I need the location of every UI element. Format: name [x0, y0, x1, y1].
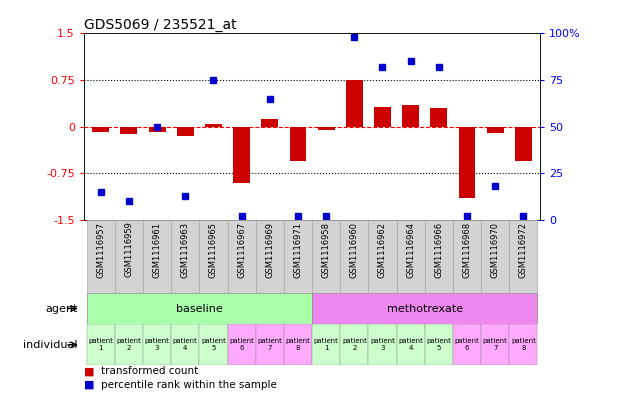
Text: methotrexate: methotrexate [387, 303, 463, 314]
Bar [148, 127, 166, 132]
Bar [368, 220, 397, 293]
Bar [515, 127, 532, 161]
Bar [227, 324, 256, 365]
Text: patient
6: patient 6 [229, 338, 254, 351]
Text: baseline: baseline [176, 303, 223, 314]
Text: GSM1116957: GSM1116957 [96, 222, 105, 277]
Bar [120, 127, 137, 134]
Bar [340, 324, 368, 365]
Text: GSM1116961: GSM1116961 [153, 222, 161, 277]
Text: patient
4: patient 4 [398, 338, 423, 351]
Text: GDS5069 / 235521_at: GDS5069 / 235521_at [84, 18, 237, 32]
Bar [93, 127, 109, 132]
Bar [453, 220, 481, 293]
Text: agent: agent [45, 303, 78, 314]
Text: patient
5: patient 5 [427, 338, 451, 351]
Bar [481, 220, 509, 293]
Bar [87, 293, 312, 324]
Bar [340, 220, 368, 293]
Bar [425, 324, 453, 365]
Bar [487, 127, 504, 133]
Text: patient
6: patient 6 [455, 338, 479, 351]
Bar [284, 220, 312, 293]
Bar [312, 220, 340, 293]
Text: GSM1116960: GSM1116960 [350, 222, 359, 277]
Text: GSM1116966: GSM1116966 [434, 222, 443, 278]
Text: GSM1116971: GSM1116971 [294, 222, 302, 277]
Bar [397, 324, 425, 365]
Bar [509, 324, 537, 365]
Bar [199, 220, 227, 293]
Bar [171, 324, 199, 365]
Text: GSM1116969: GSM1116969 [265, 222, 274, 277]
Text: GSM1116963: GSM1116963 [181, 222, 190, 278]
Bar [458, 127, 476, 198]
Bar [289, 127, 306, 161]
Bar [87, 324, 115, 365]
Bar [171, 220, 199, 293]
Text: patient
7: patient 7 [257, 338, 282, 351]
Text: GSM1116958: GSM1116958 [322, 222, 330, 277]
Bar [143, 324, 171, 365]
Bar [143, 220, 171, 293]
Text: GSM1116972: GSM1116972 [519, 222, 528, 277]
Text: percentile rank within the sample: percentile rank within the sample [101, 380, 277, 390]
Bar [397, 220, 425, 293]
Bar [318, 127, 335, 130]
Text: GSM1116970: GSM1116970 [491, 222, 500, 277]
Bar [87, 220, 115, 293]
Bar [115, 220, 143, 293]
Text: ■: ■ [84, 366, 94, 376]
Text: patient
3: patient 3 [370, 338, 395, 351]
Bar [177, 127, 194, 136]
Bar [374, 107, 391, 127]
Bar [199, 324, 227, 365]
Text: patient
8: patient 8 [511, 338, 536, 351]
Bar [430, 108, 447, 127]
Text: GSM1116965: GSM1116965 [209, 222, 218, 277]
Bar [284, 324, 312, 365]
Text: patient
2: patient 2 [342, 338, 367, 351]
Bar [402, 105, 419, 127]
Bar [346, 80, 363, 127]
Bar [453, 324, 481, 365]
Text: GSM1116964: GSM1116964 [406, 222, 415, 277]
Bar [233, 127, 250, 183]
Bar [425, 220, 453, 293]
Text: ■: ■ [84, 380, 94, 390]
Bar [261, 119, 278, 127]
Text: GSM1116968: GSM1116968 [463, 222, 471, 278]
Bar [205, 124, 222, 127]
Text: patient
5: patient 5 [201, 338, 226, 351]
Text: patient
1: patient 1 [314, 338, 338, 351]
Text: patient
8: patient 8 [286, 338, 310, 351]
Text: transformed count: transformed count [101, 366, 199, 376]
Bar [368, 324, 397, 365]
Bar [312, 324, 340, 365]
Bar [481, 324, 509, 365]
Text: patient
3: patient 3 [145, 338, 170, 351]
Text: GSM1116967: GSM1116967 [237, 222, 246, 278]
Text: individual: individual [23, 340, 78, 350]
Text: GSM1116962: GSM1116962 [378, 222, 387, 277]
Bar [256, 220, 284, 293]
Text: patient
2: patient 2 [117, 338, 142, 351]
Bar [115, 324, 143, 365]
Bar [227, 220, 256, 293]
Bar [256, 324, 284, 365]
Text: patient
7: patient 7 [483, 338, 507, 351]
Text: patient
1: patient 1 [88, 338, 113, 351]
Bar [509, 220, 537, 293]
Bar [312, 293, 537, 324]
Text: patient
4: patient 4 [173, 338, 197, 351]
Text: GSM1116959: GSM1116959 [124, 222, 134, 277]
